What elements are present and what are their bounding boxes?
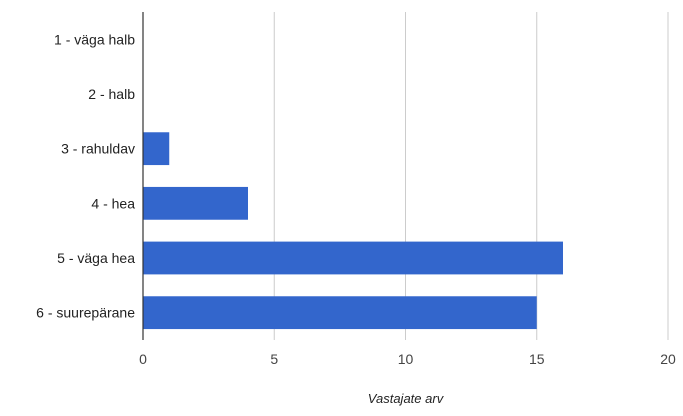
- bar: [143, 186, 248, 220]
- bar: [143, 296, 537, 330]
- category-label: 4 - hea: [91, 195, 135, 211]
- x-axis-title: Vastajate arv: [368, 391, 445, 406]
- bar: [143, 132, 170, 166]
- gridlines: [273, 12, 669, 340]
- x-tick-labels: 0 5 10 15 20: [139, 351, 676, 367]
- x-tick-label: 0: [139, 351, 147, 367]
- x-tick-label: 5: [270, 351, 278, 367]
- x-tick-label: 10: [398, 351, 414, 367]
- category-label: 5 - väga hea: [57, 250, 135, 266]
- category-label: 6 - suurepärane: [36, 305, 135, 321]
- bar: [143, 241, 563, 275]
- x-tick-label: 15: [529, 351, 545, 367]
- category-labels: 1 - väga halb 2 - halb 3 - rahuldav 4 - hea…: [36, 31, 135, 320]
- category-label: 2 - halb: [88, 86, 135, 102]
- category-label: 1 - väga halb: [54, 31, 135, 47]
- bars: [143, 132, 563, 330]
- x-tick-label: 20: [660, 351, 676, 367]
- category-label: 3 - rahuldav: [61, 141, 135, 157]
